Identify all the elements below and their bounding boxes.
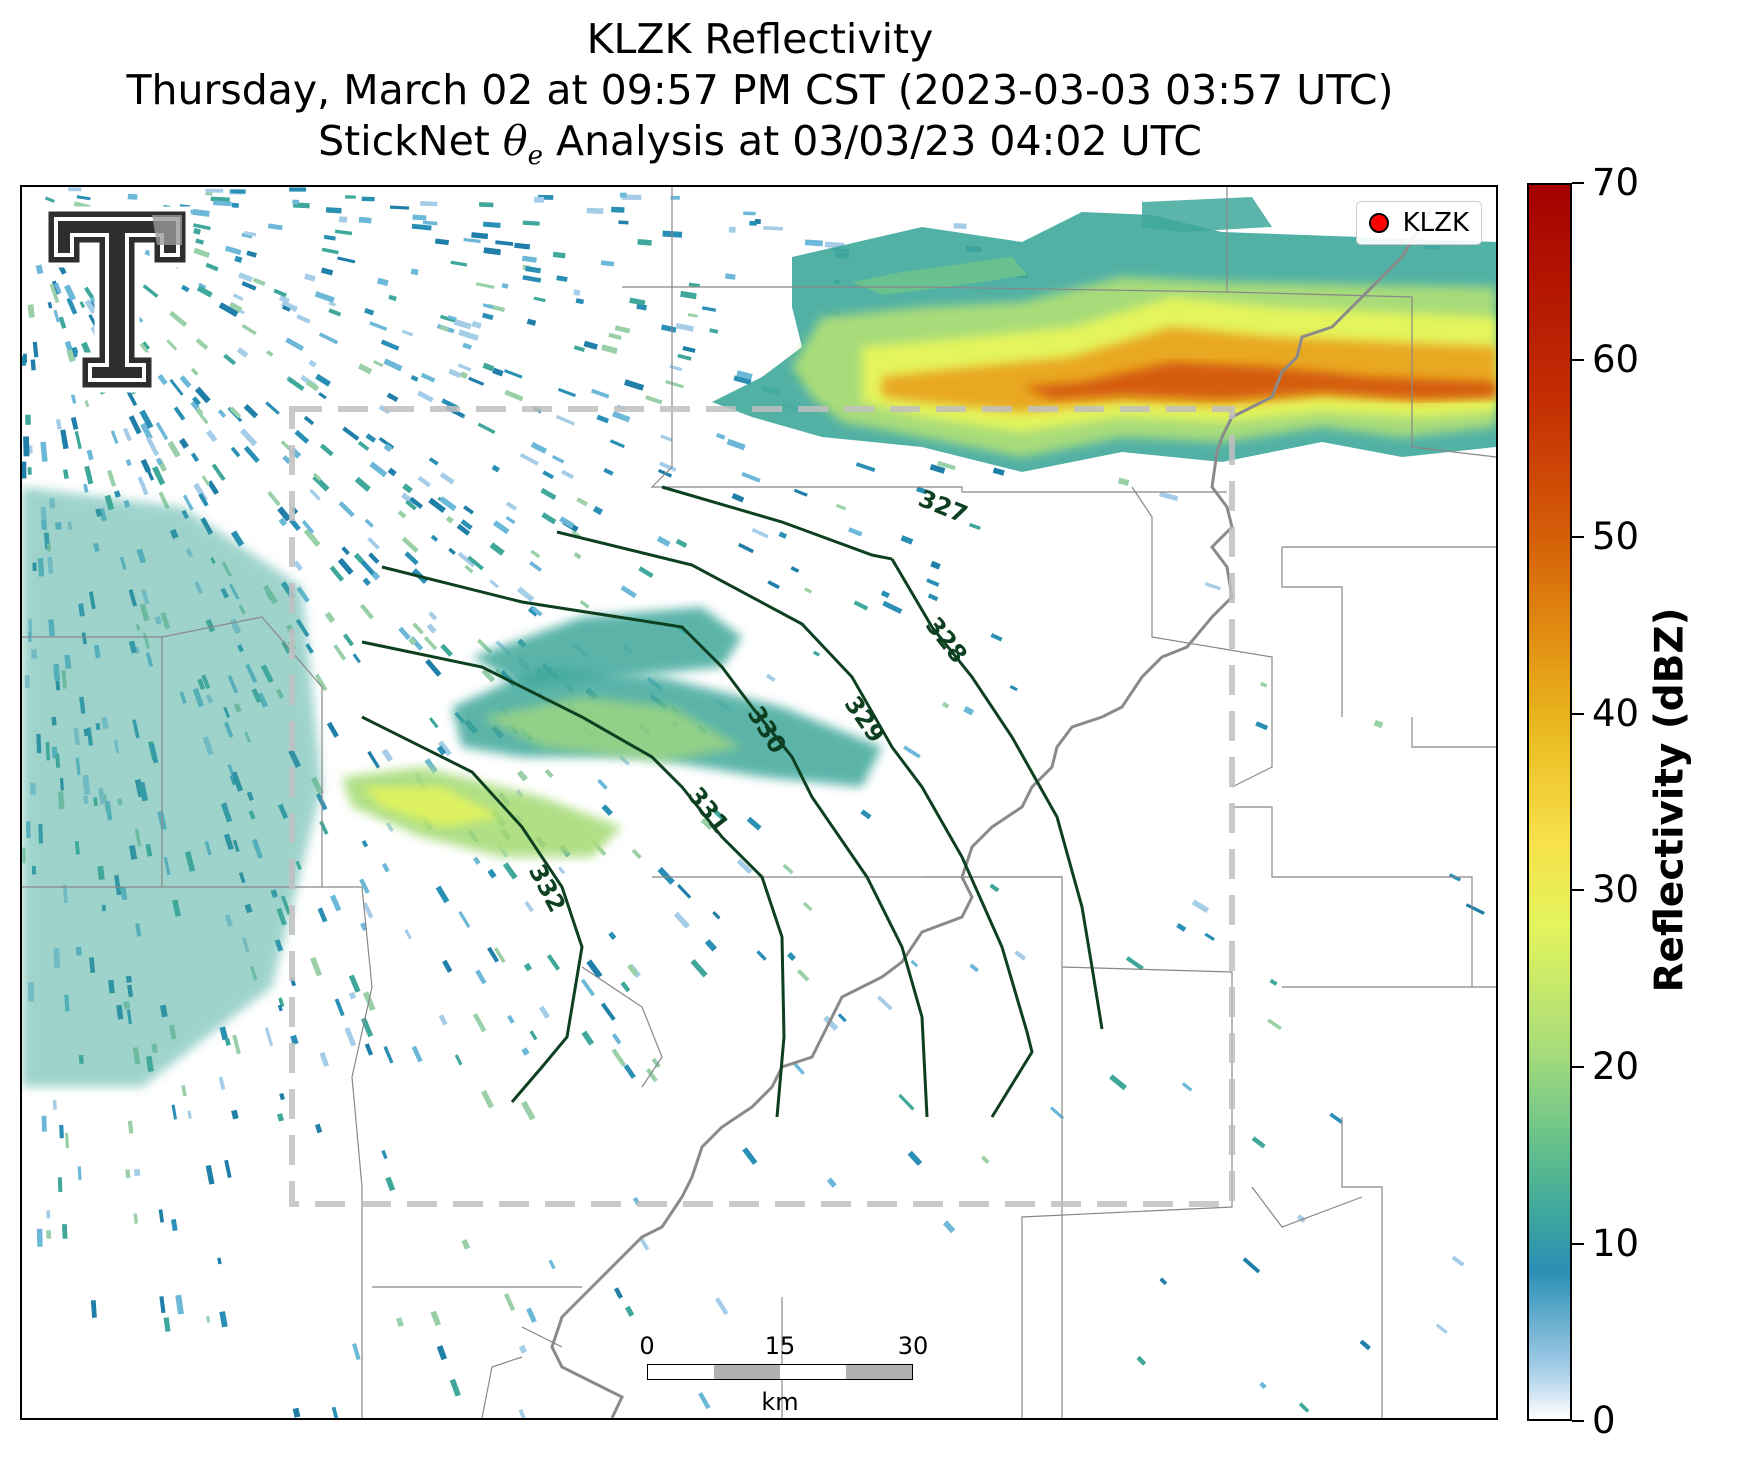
analysis-domain-box	[289, 406, 1235, 1207]
texas-tech-double-t-logo	[43, 206, 191, 393]
radar-site-marker-icon	[1368, 213, 1389, 233]
contour-label-331: 331	[682, 782, 735, 839]
theta-e-contours	[361, 485, 1104, 1118]
radar-map[interactable]: 327 328 329 330 331 332 KLZK 0 15 30 km	[20, 185, 1498, 1420]
colorbar-tick-label-70: 70	[1592, 161, 1640, 204]
colorbar-tick-mark	[1572, 889, 1584, 892]
colorbar-tick-mark	[1572, 358, 1584, 361]
colorbar-tick-mark	[1572, 1066, 1584, 1069]
county-borders	[22, 187, 1496, 1418]
scalebar-tick-0: 0	[639, 1332, 655, 1360]
colorbar-tick-mark	[1572, 1243, 1584, 1246]
colorbar-tick-label-40: 40	[1592, 691, 1640, 735]
title-analysis: StickNet θe Analysis at 03/03/23 04:02 U…	[318, 117, 1202, 172]
colorbar-tick-mark	[1572, 1420, 1584, 1422]
colorbar-tick-label-0: 0	[1592, 1399, 1616, 1442]
map-legend: KLZK	[1355, 201, 1482, 245]
colorbar-tick-label-60: 60	[1592, 337, 1640, 381]
colorbar-tick-label-30: 30	[1592, 868, 1640, 912]
contour-329	[556, 530, 1034, 1118]
title-time: Thursday, March 02 at 09:57 PM CST (2023…	[126, 66, 1394, 114]
contour-label-327: 327	[915, 484, 972, 529]
southwest-echo-bands	[22, 487, 882, 1087]
reflectivity-colorbar	[1527, 183, 1572, 1421]
colorbar-tick-label-50: 50	[1592, 514, 1640, 558]
colorbar-tick-mark	[1572, 535, 1584, 538]
colorbar-tick-label-20: 20	[1592, 1045, 1640, 1089]
contour-328	[890, 558, 1104, 1030]
colorbar-tick-mark	[1572, 712, 1584, 715]
contour-327	[661, 485, 893, 561]
map-canvas: 327 328 329 330 331 332	[22, 187, 1496, 1418]
legend-label: KLZK	[1402, 208, 1469, 238]
title-radar: KLZK Reflectivity	[586, 15, 934, 63]
contour-331	[361, 640, 786, 1118]
scalebar-segments	[647, 1364, 913, 1380]
colorbar-tick-mark	[1572, 182, 1584, 184]
figure-title: KLZK Reflectivity Thursday, March 02 at …	[0, 14, 1520, 182]
contour-330	[381, 565, 929, 1118]
colorbar-tick-label-10: 10	[1592, 1222, 1640, 1266]
scalebar-unit: km	[761, 1388, 799, 1416]
scalebar-tick-15: 15	[764, 1332, 796, 1360]
contour-332	[361, 715, 584, 1103]
river	[550, 206, 1434, 1418]
colorbar-title: Reflectivity (dBZ)	[1647, 607, 1693, 993]
scalebar-tick-30: 30	[897, 1332, 929, 1360]
scale-bar: 0 15 30 km	[622, 1332, 932, 1418]
